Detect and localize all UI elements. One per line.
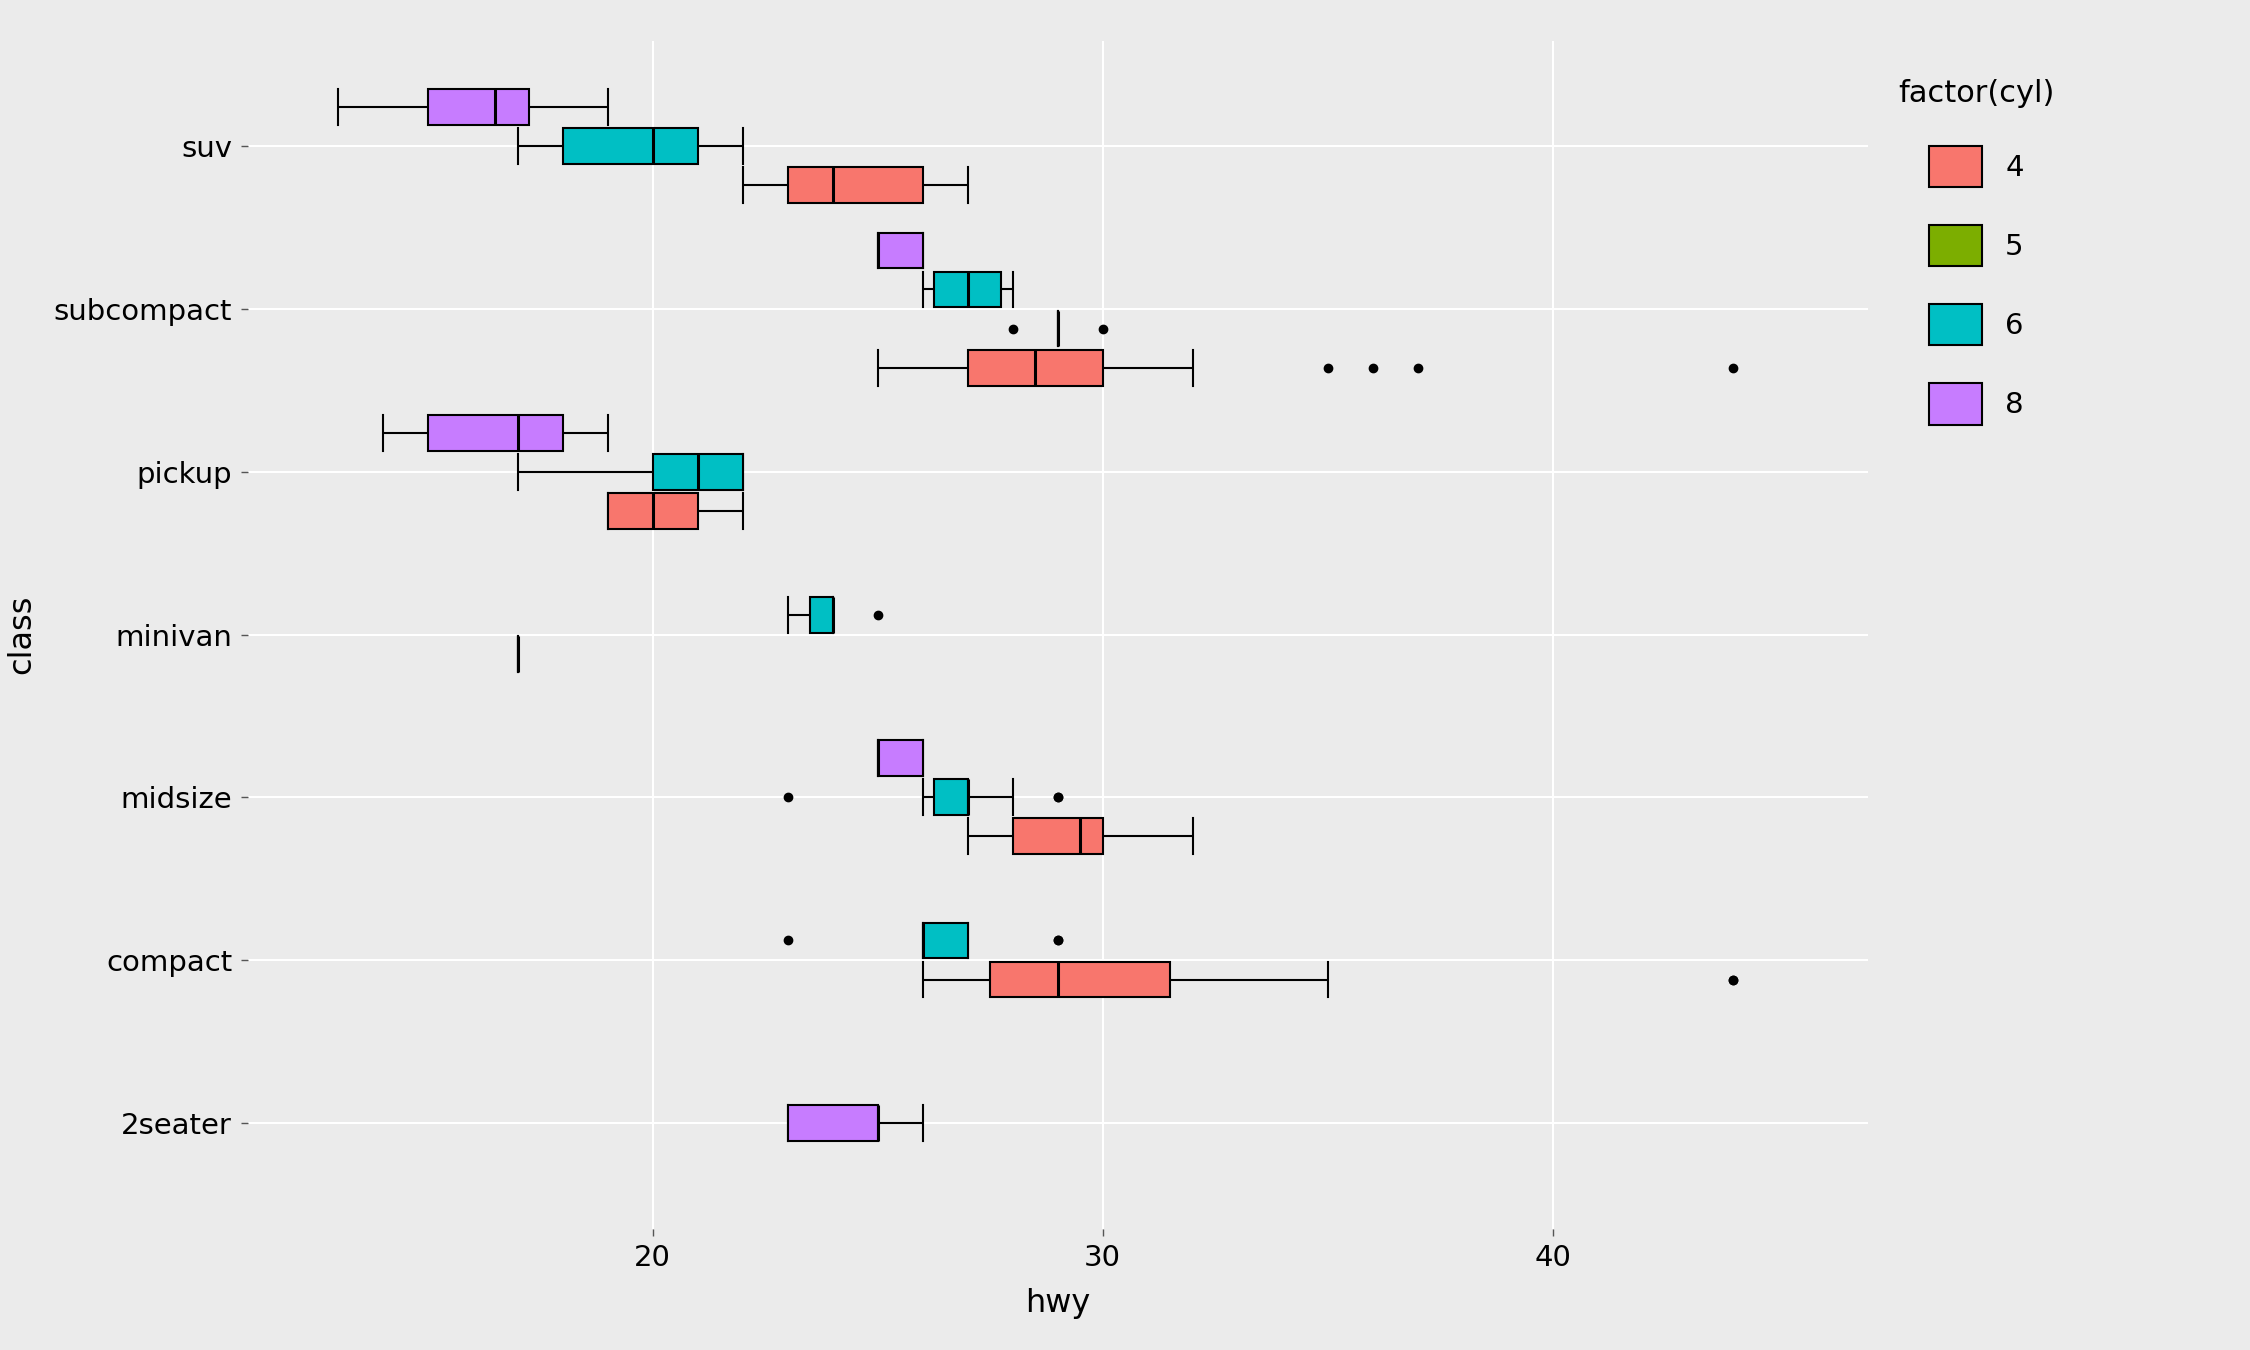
Bar xyxy=(788,167,922,204)
Bar xyxy=(922,922,968,958)
Bar xyxy=(788,1104,878,1141)
Bar xyxy=(810,597,832,633)
Legend: 4, 5, 6, 8: 4, 5, 6, 8 xyxy=(1899,78,2054,425)
Bar xyxy=(934,779,968,815)
Bar xyxy=(990,961,1170,998)
Bar xyxy=(1012,818,1102,855)
Bar xyxy=(428,414,562,451)
Bar xyxy=(934,271,1001,308)
Bar xyxy=(652,454,743,490)
Bar xyxy=(562,128,698,165)
X-axis label: hwy: hwy xyxy=(1024,1288,1091,1319)
Y-axis label: class: class xyxy=(7,595,36,674)
Bar xyxy=(878,740,922,776)
Bar xyxy=(878,232,922,269)
Bar xyxy=(968,350,1102,386)
Bar xyxy=(608,493,698,529)
Bar xyxy=(428,89,529,126)
